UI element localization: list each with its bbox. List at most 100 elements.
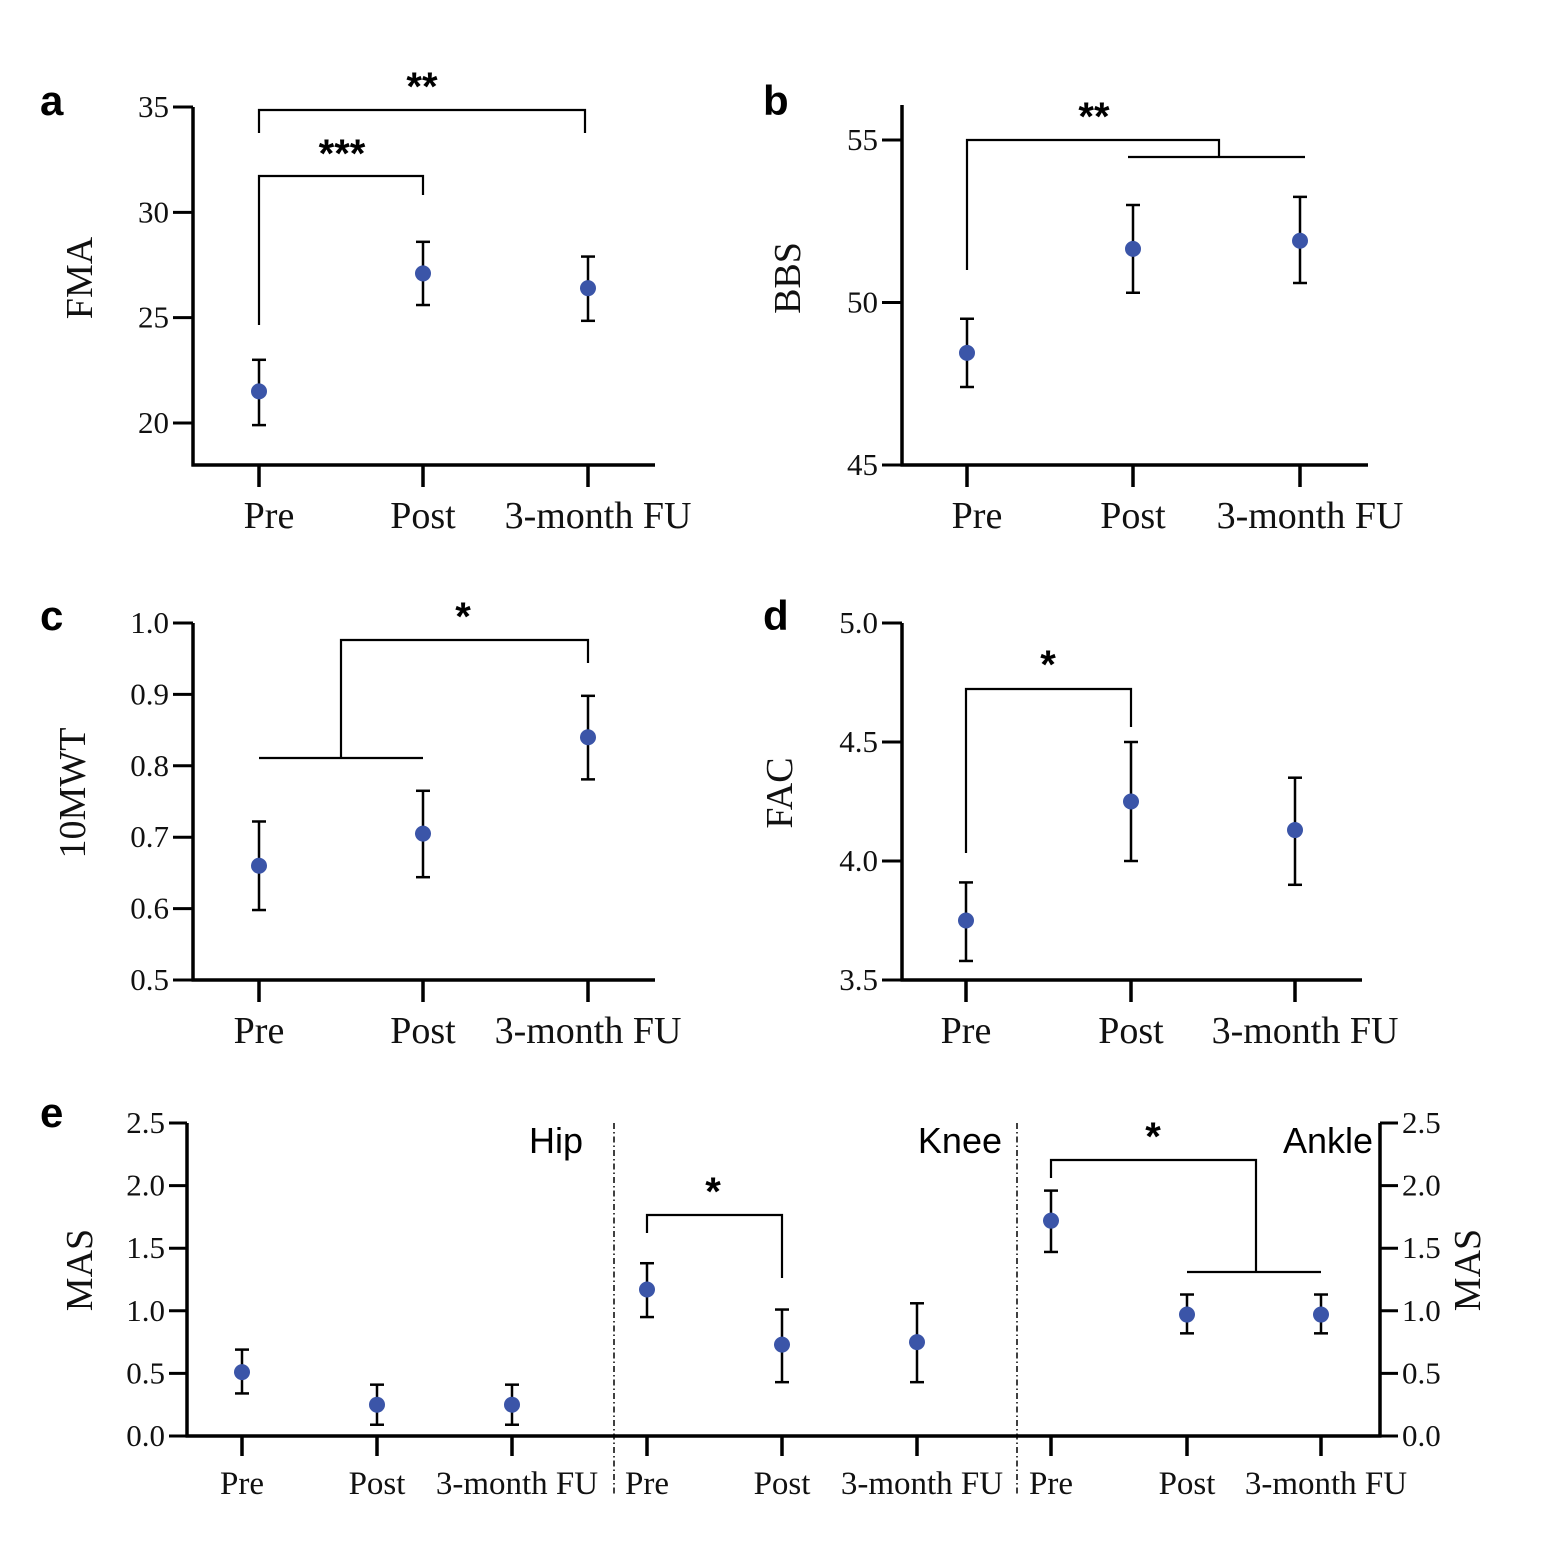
panel-b-label: b [763,77,789,124]
panel-e-hip-data-point [369,1396,385,1413]
panel-c-significance: * [455,595,471,639]
panel-e-ankle-x-tick-label: 3-month FU [1245,1466,1407,1502]
panel-c-y-tick-label: 0.5 [130,962,169,997]
panel-b-x-tick-label: 3-month FU [1217,495,1404,537]
panel-c-y-tick-label: 0.9 [130,676,169,711]
panel-e-knee-bracket [645,1213,784,1278]
panel-e-ankle-significance: * [1145,1115,1161,1159]
panel-b-data-point [1125,240,1141,257]
panel-e-knee-x-tick-label: 3-month FU [841,1466,1003,1502]
panel-c-y-tick-label: 0.6 [130,891,169,926]
panel-c-data-point [580,729,596,746]
panel-a-y-tick-label: 20 [138,405,169,440]
panel-d-y-tick-label: 3.5 [839,962,878,997]
panel-a-y-axis-label: FMA [59,236,101,319]
panel-a-significance: *** [319,132,366,176]
panel-d-x-tick-label: 3-month FU [1212,1010,1399,1052]
panel-e-knee-significance: * [705,1170,721,1214]
panel-e-knee-data-point [774,1336,790,1353]
panel-e-y-tick-label-left: 1.0 [126,1293,165,1328]
panel-e-y-axis-label-right: MAS [1447,1229,1489,1311]
panel-a-y-tick-label: 30 [138,194,169,229]
panel-d-data-point [1123,793,1139,810]
panel-a-label: a [40,77,64,124]
panel-d-data-point [1287,822,1303,839]
panel-e-knee-x-tick-label: Post [754,1466,811,1502]
panel-d-x-tick-label: Pre [941,1010,992,1052]
panel-d-significance: * [1040,643,1056,687]
panel-d-data-point [958,912,974,929]
panel-c-bracket [339,638,590,758]
panel-e-hip-x-tick-label: 3-month FU [436,1466,598,1502]
panel-e-hip-x-tick-label: Pre [220,1466,264,1502]
panel-e-knee-x-tick-label: Pre [625,1466,669,1502]
panel-c-data-point [415,825,431,842]
panel-d-y-tick-label: 4.0 [839,843,878,878]
panel-e-y-tick-label-right: 2.5 [1402,1105,1441,1140]
panel-b-y-tick-label: 50 [847,285,878,320]
panel-e-hip-data-point [234,1364,250,1381]
panel-a-y-tick-label: 25 [138,300,169,335]
panel-e-ankle-region-label: Ankle [1283,1120,1373,1161]
panel-d-y-tick-label: 4.5 [839,724,878,759]
panel-c-y-axis-label: 10MWT [52,728,94,859]
panel-e-y-tick-label-right: 1.0 [1402,1293,1441,1328]
panel-d-label: d [763,592,789,639]
panel-e-knee-region-label: Knee [918,1120,1002,1161]
panel-e-label: e [40,1089,63,1136]
panel-e-hip-data-point [504,1396,520,1413]
panel-e-y-tick-label-left: 2.5 [126,1105,165,1140]
panel-a-significance: ** [406,65,438,109]
panel-b-y-tick-label: 45 [847,447,878,482]
panel-e-ankle-bracket [1049,1158,1258,1272]
panel-a-x-tick-label: Pre [244,495,295,537]
panel-a-data-point [415,265,431,282]
panel-e-y-tick-label-right: 2.0 [1402,1168,1441,1203]
panel-a-data-point [251,383,267,400]
panel-e-ankle-x-tick-label: Pre [1029,1466,1073,1502]
panel-e-ankle-data-point [1043,1212,1059,1229]
panel-a-data-point [580,280,596,297]
panel-c-y-tick-label: 0.7 [130,819,169,854]
panel-e-y-tick-label-right: 0.5 [1402,1355,1441,1390]
panel-a-bracket [257,108,587,133]
panel-e-hip-region-label: Hip [529,1120,583,1161]
panel-e-y-axis-label-left: MAS [59,1229,101,1311]
panel-b-bracket [965,138,1221,270]
panel-c-x-tick-label: Pre [234,1010,285,1052]
panel-b-significance: ** [1078,95,1110,139]
panel-b-y-axis-label: BBS [767,242,809,314]
panel-e-y-tick-label-right: 0.0 [1402,1418,1441,1453]
panel-e-y-tick-label-left: 0.5 [126,1355,165,1390]
panel-b-x-tick-label: Post [1100,495,1166,537]
panel-e-knee-data-point [909,1334,925,1351]
panel-e-y-tick-label-left: 2.0 [126,1168,165,1203]
panel-a-y-tick-label: 35 [138,89,169,124]
panel-c-label: c [40,592,63,639]
panel-c-y-tick-label: 1.0 [130,605,169,640]
panel-e-hip-x-tick-label: Post [349,1466,406,1502]
panel-c-data-point [251,857,267,874]
panel-a-bracket [257,174,425,325]
panel-e-ankle-data-point [1313,1306,1329,1323]
panel-c-y-tick-label: 0.8 [130,748,169,783]
panel-b-y-tick-label: 55 [847,122,878,157]
panel-e-y-tick-label-right: 1.5 [1402,1230,1441,1265]
panel-b-data-point [1292,232,1308,249]
panel-c-x-tick-label: 3-month FU [495,1010,682,1052]
panel-b-data-point [959,344,975,361]
panel-e-ankle-x-tick-label: Post [1159,1466,1216,1502]
panel-b-x-tick-label: Pre [952,495,1003,537]
panel-a-x-tick-label: Post [390,495,456,537]
panel-e-y-tick-label-left: 1.5 [126,1230,165,1265]
panel-e-ankle-data-point [1179,1306,1195,1323]
panel-e-knee-data-point [639,1281,655,1298]
panel-a-x-tick-label: 3-month FU [505,495,692,537]
panel-d-y-axis-label: FAC [759,757,801,828]
panel-d-x-tick-label: Post [1098,1010,1164,1052]
panel-d-bracket [964,687,1133,853]
panel-e-y-tick-label-left: 0.0 [126,1418,165,1453]
panel-d-y-tick-label: 5.0 [839,605,878,640]
panel-c-x-tick-label: Post [390,1010,456,1052]
